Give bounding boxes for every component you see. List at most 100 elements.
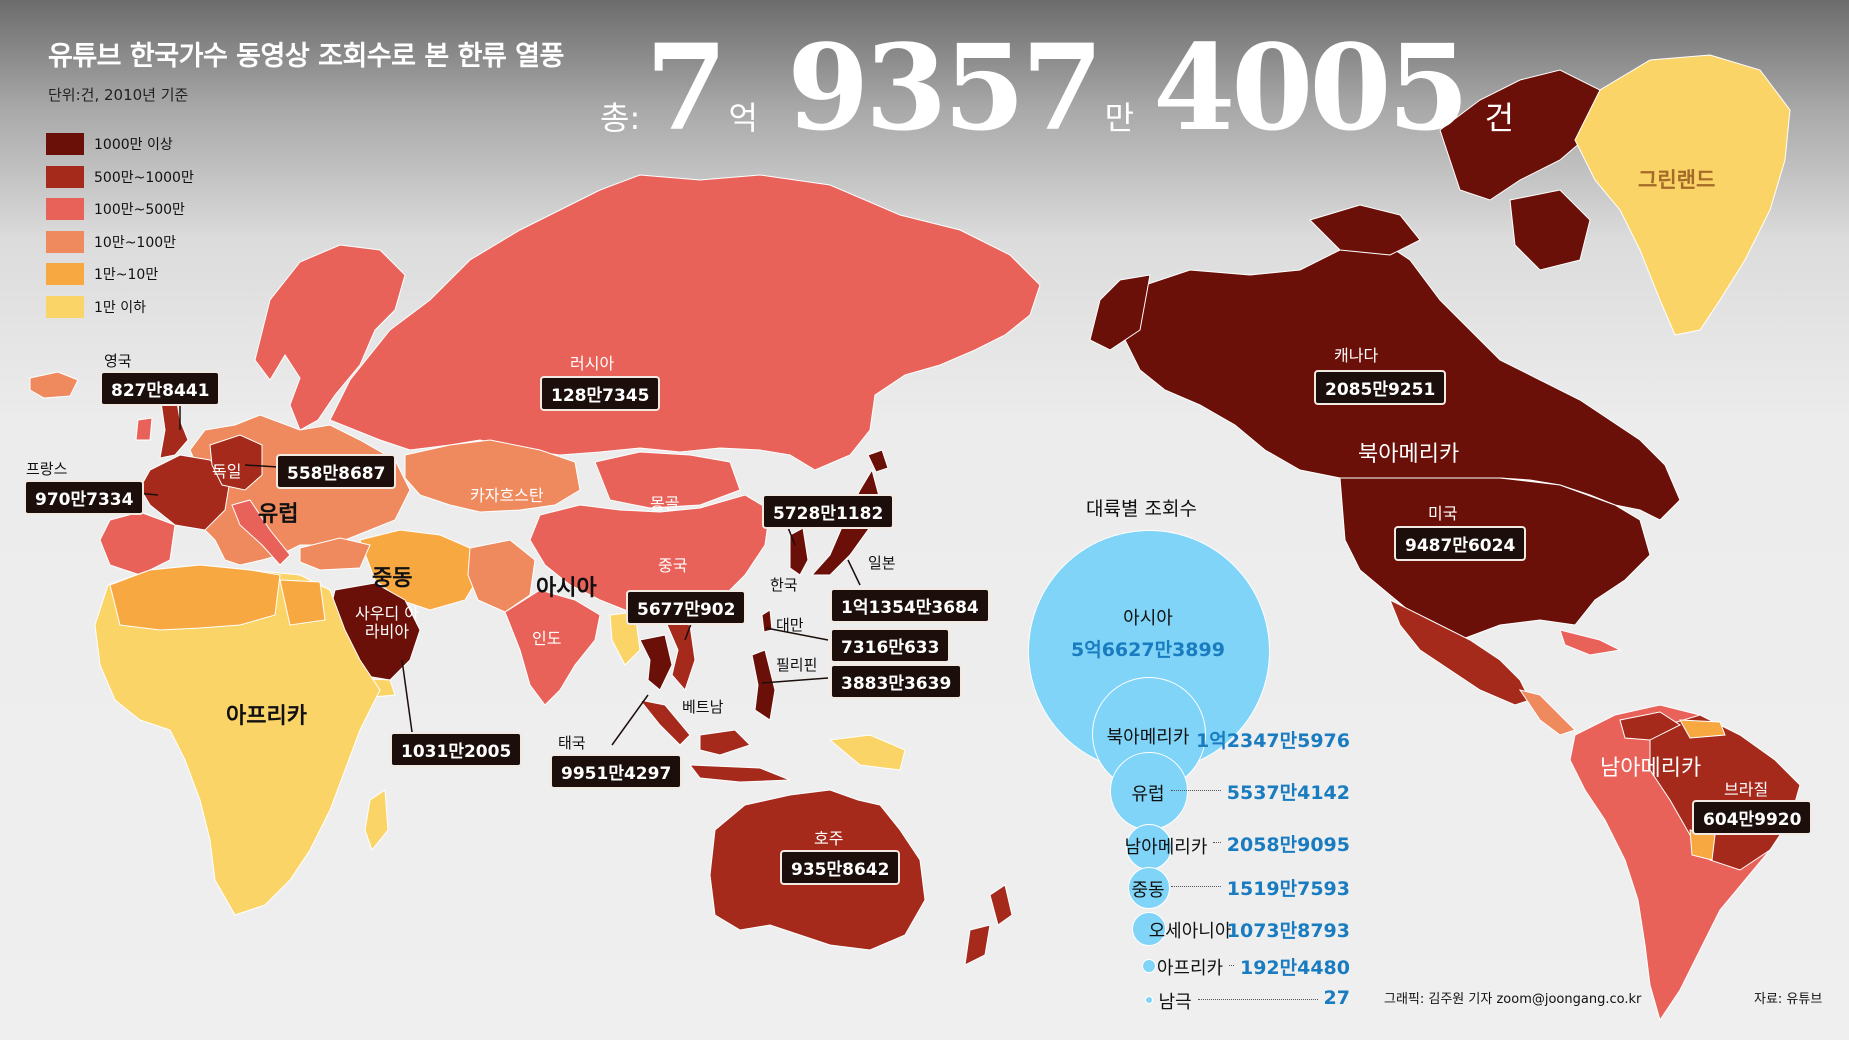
continent-bubble-value: 192만4480: [1239, 957, 1350, 979]
continent-leader-line: [1197, 999, 1318, 1000]
indonesia-shape-2: [699, 729, 751, 756]
country-name-canada: 캐나다: [1334, 346, 1379, 365]
continent-bubble-value: 1억2347만5976: [1196, 730, 1350, 752]
value-germany: 558만8687: [276, 454, 397, 489]
continent-bubble: [1132, 912, 1166, 946]
russia-shape: [329, 174, 1041, 471]
legend: 1000만 이상 500만~1000만 100만~500만 10만~100만 1…: [46, 128, 194, 323]
legend-swatch: [46, 133, 84, 156]
country-name-japan: 일본: [868, 554, 896, 572]
value-korea: 5728만1182: [762, 494, 895, 529]
continent-bubble-name: 아프리카: [1156, 958, 1224, 979]
legend-swatch: [46, 165, 84, 188]
value-thailand: 9951만4297: [550, 754, 683, 789]
continent-bubble-name: 오세아니아: [1148, 921, 1232, 942]
value-usa: 9487만6024: [1394, 526, 1527, 561]
value-saudi: 1031만2005: [390, 732, 523, 767]
continent-leader-line: [1213, 842, 1221, 843]
madagascar-shape: [364, 789, 389, 852]
continent-bubble-name: 유럽: [1131, 784, 1165, 805]
pakistan-shape: [467, 539, 536, 613]
germany-shape: [209, 434, 263, 491]
scandinavia-shape: [254, 244, 406, 431]
new-guinea-shape: [828, 734, 906, 771]
page-title: 유튜브 한국가수 동영상 조회수로 본 한류 열풍: [48, 41, 564, 72]
legend-item: 1만 이하: [46, 291, 194, 324]
continent-leader-line: [1170, 886, 1221, 887]
country-name-taiwan: 대만: [776, 616, 804, 634]
continent-bubble-value: 5537만4142: [1226, 782, 1350, 804]
italy-shape: [231, 499, 291, 566]
country-name-usa: 미국: [1428, 504, 1458, 523]
legend-swatch: [46, 198, 84, 221]
arctic-islands-shape: [1309, 204, 1421, 256]
total-views: 총: 7 억 9357 만 4005 건: [600, 18, 1514, 157]
france-shape: [139, 454, 231, 531]
total-unit-1: 억: [728, 99, 758, 137]
legend-label: 100만~500만: [94, 202, 185, 219]
country-name-greenland: 그린랜드: [1638, 168, 1716, 192]
legend-item: 1000만 이상: [46, 128, 194, 161]
africa-shape: [94, 564, 381, 916]
value-france: 970만7334: [24, 480, 145, 515]
value-russia: 128만7345: [540, 376, 661, 411]
value-japan: 1억1354만3684: [830, 588, 990, 623]
country-name-china: 중국: [658, 556, 688, 575]
continent-bubble-name: 중동: [1131, 880, 1165, 901]
hokkaido-shape: [867, 449, 889, 473]
graphic-credit: 그래픽: 김주원 기자 zoom@joongang.co.kr: [1384, 992, 1642, 1007]
source-note: 자료: 유튜브: [1754, 992, 1823, 1007]
continent-label-middle-east: 중동: [372, 566, 413, 591]
continent-bubble-name: 남아메리카: [1124, 837, 1208, 858]
country-name-mongolia: 몽골: [650, 494, 680, 513]
value-taiwan: 7316만633: [830, 628, 951, 663]
continent-bubble-value: 2058만9095: [1226, 834, 1350, 856]
country-name-france: 프랑스: [26, 460, 68, 478]
continent-label-africa: 아프리카: [226, 704, 307, 729]
iceland-shape: [29, 371, 79, 399]
legend-swatch: [46, 263, 84, 286]
india-shape: [504, 589, 601, 706]
taiwan-shape: [761, 609, 773, 633]
continent-bubble: [1145, 996, 1153, 1004]
philippines-shape: [751, 649, 776, 721]
indonesia-shape-3: [688, 764, 791, 783]
country-name-saudi: 사우디 아라비아: [355, 604, 419, 641]
country-name-kazakhstan: 카자흐스탄: [470, 486, 544, 505]
arctic-islands-2-shape: [1509, 189, 1591, 271]
alaska-shape: [1089, 274, 1151, 351]
continent-bubble: [1110, 752, 1188, 830]
continent-label-europe: 유럽: [258, 502, 299, 527]
thailand-shape: [639, 634, 673, 691]
total-number-1: 7: [645, 18, 727, 157]
korea-shape: [789, 527, 809, 576]
value-uk: 827만8441: [100, 371, 221, 406]
total-prefix: 총:: [600, 99, 641, 137]
continent-bubble-value: 1073만8793: [1226, 920, 1350, 942]
total-unit-2: 만: [1104, 99, 1135, 137]
continent-label-south-america: 남아메리카: [1600, 756, 1702, 781]
legend-label: 10만~100만: [94, 234, 177, 251]
country-name-germany: 독일: [212, 462, 242, 481]
continent-bubble: [1128, 867, 1170, 909]
greenland-shape: [1574, 54, 1791, 336]
legend-label: 500만~1000만: [94, 169, 194, 186]
unit-note: 단위:건, 2010년 기준: [48, 86, 189, 104]
value-philippines: 3883만3639: [830, 664, 963, 699]
legend-swatch: [46, 295, 84, 318]
egypt-shape: [279, 579, 326, 626]
indonesia-shape-1: [638, 699, 691, 746]
legend-label: 1만~10만: [94, 267, 159, 284]
continent-bubble-value: 1519만7593: [1226, 878, 1350, 900]
turkey-shape: [299, 537, 371, 571]
venezuela-shape: [1619, 711, 1682, 741]
central-america-shape: [1518, 689, 1576, 736]
legend-swatch: [46, 230, 84, 253]
caribbean-shape: [1559, 629, 1622, 656]
value-canada: 2085만9251: [1314, 370, 1447, 405]
continent-leader-line: [1170, 790, 1221, 791]
country-name-vietnam: 베트남: [682, 698, 724, 716]
north-africa-shape: [109, 564, 281, 631]
continent-bubble: [1142, 959, 1156, 973]
country-name-philippines: 필리핀: [776, 656, 818, 674]
